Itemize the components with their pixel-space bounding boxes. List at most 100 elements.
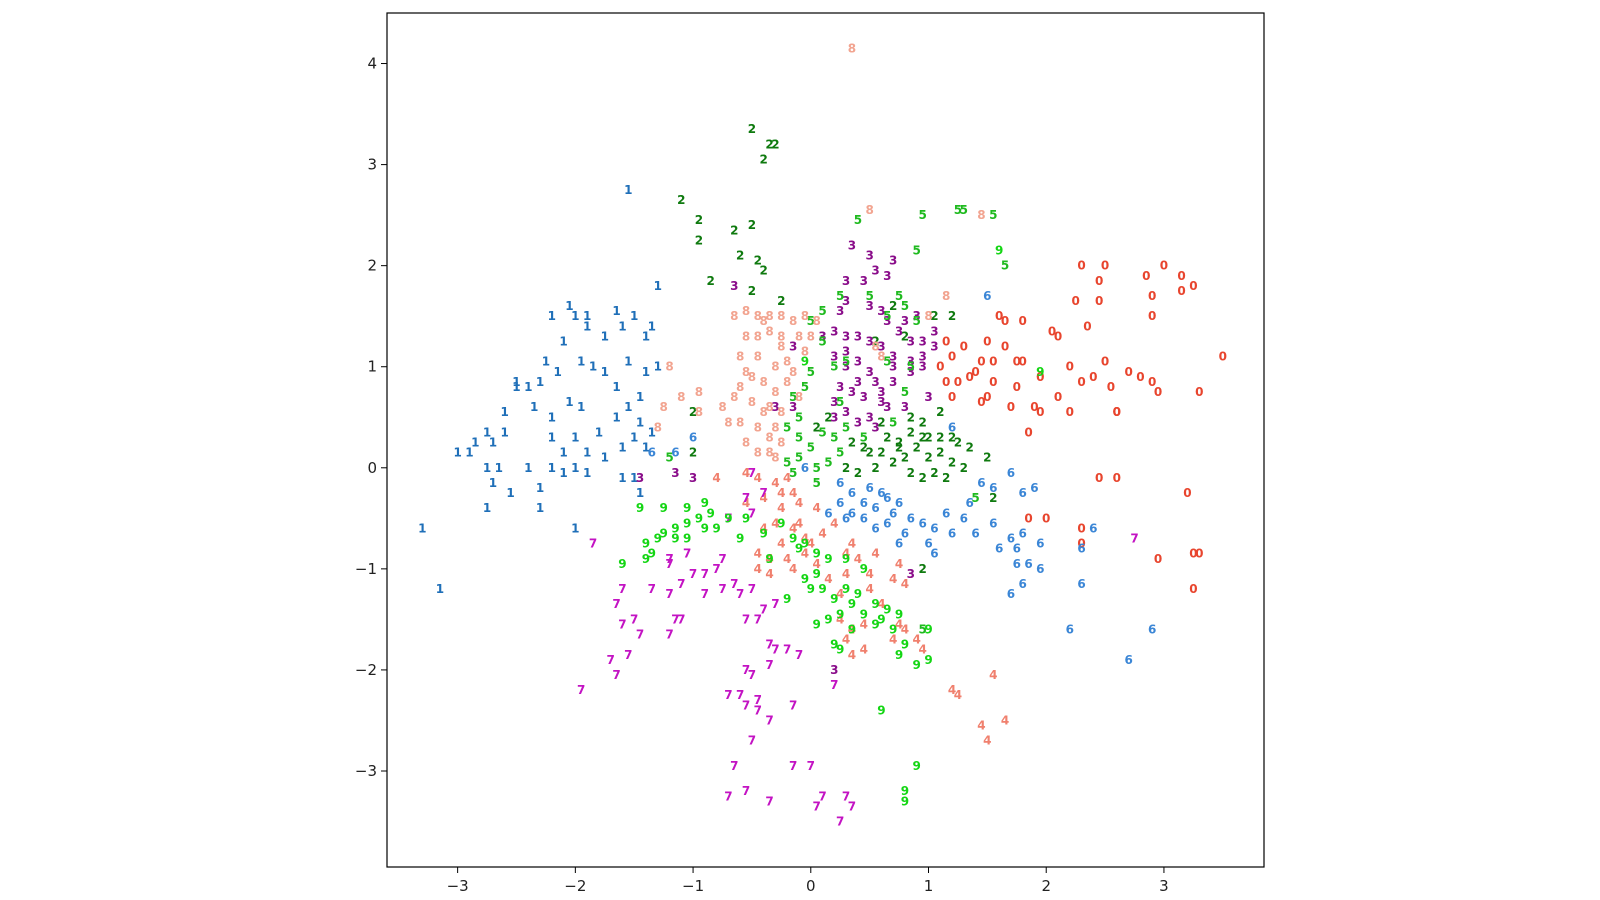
data-point-1: 1 xyxy=(565,395,573,409)
data-point-8: 8 xyxy=(777,405,785,419)
data-point-4: 4 xyxy=(771,516,779,530)
data-point-7: 7 xyxy=(842,789,850,803)
data-point-2: 2 xyxy=(677,193,685,207)
data-point-4: 4 xyxy=(895,557,903,571)
data-point-0: 0 xyxy=(977,355,985,369)
data-point-5: 5 xyxy=(812,461,820,475)
data-point-8: 8 xyxy=(730,309,738,323)
data-point-2: 2 xyxy=(930,466,938,480)
data-point-9: 9 xyxy=(895,607,903,621)
data-point-7: 7 xyxy=(671,612,679,626)
data-point-6: 6 xyxy=(918,516,926,530)
data-point-1: 1 xyxy=(654,360,662,374)
data-point-1: 1 xyxy=(571,461,579,475)
data-point-9: 9 xyxy=(807,582,815,596)
data-point-0: 0 xyxy=(1089,370,1097,384)
data-point-4: 4 xyxy=(848,648,856,662)
data-point-6: 6 xyxy=(995,542,1003,556)
data-point-7: 7 xyxy=(765,713,773,727)
data-point-1: 1 xyxy=(548,430,556,444)
x-tick-label: −3 xyxy=(447,877,469,895)
data-point-9: 9 xyxy=(742,511,750,525)
data-point-9: 9 xyxy=(801,355,809,369)
data-point-9: 9 xyxy=(848,597,856,611)
data-point-0: 0 xyxy=(1189,279,1197,293)
data-point-1: 1 xyxy=(595,425,603,439)
data-point-1: 1 xyxy=(577,355,585,369)
data-point-0: 0 xyxy=(1077,537,1085,551)
data-point-2: 2 xyxy=(960,461,968,475)
data-point-2: 2 xyxy=(901,329,909,343)
y-tick-label: 1 xyxy=(367,358,377,376)
data-point-6: 6 xyxy=(877,486,885,500)
data-point-7: 7 xyxy=(742,612,750,626)
data-point-0: 0 xyxy=(1054,329,1062,343)
data-point-3: 3 xyxy=(871,375,879,389)
data-point-9: 9 xyxy=(783,592,791,606)
data-point-3: 3 xyxy=(830,324,838,338)
data-point-9: 9 xyxy=(860,562,868,576)
data-point-5: 5 xyxy=(918,622,926,636)
data-point-0: 0 xyxy=(1007,400,1015,414)
data-point-2: 2 xyxy=(730,223,738,237)
data-point-1: 1 xyxy=(612,410,620,424)
data-point-3: 3 xyxy=(842,345,850,359)
data-point-9: 9 xyxy=(636,501,644,515)
data-point-3: 3 xyxy=(836,304,844,318)
data-point-8: 8 xyxy=(736,415,744,429)
data-point-1: 1 xyxy=(536,501,544,515)
data-point-1: 1 xyxy=(548,410,556,424)
data-point-9: 9 xyxy=(871,617,879,631)
data-point-2: 2 xyxy=(695,233,703,247)
data-point-0: 0 xyxy=(1101,355,1109,369)
data-point-5: 5 xyxy=(783,420,791,434)
data-point-4: 4 xyxy=(889,572,897,586)
data-point-4: 4 xyxy=(824,572,832,586)
data-point-7: 7 xyxy=(742,784,750,798)
data-point-1: 1 xyxy=(548,461,556,475)
data-point-3: 3 xyxy=(877,340,885,354)
data-point-5: 5 xyxy=(889,415,897,429)
data-point-6: 6 xyxy=(1018,486,1026,500)
data-point-0: 0 xyxy=(1101,259,1109,273)
data-point-3: 3 xyxy=(818,329,826,343)
data-point-2: 2 xyxy=(889,456,897,470)
data-point-6: 6 xyxy=(648,446,656,460)
data-point-8: 8 xyxy=(777,340,785,354)
data-point-3: 3 xyxy=(848,238,856,252)
data-point-9: 9 xyxy=(671,532,679,546)
data-point-6: 6 xyxy=(895,537,903,551)
data-point-8: 8 xyxy=(795,329,803,343)
data-point-1: 1 xyxy=(601,365,609,379)
data-point-2: 2 xyxy=(748,218,756,232)
data-point-8: 8 xyxy=(777,436,785,450)
data-point-6: 6 xyxy=(883,516,891,530)
data-point-7: 7 xyxy=(760,486,768,500)
data-point-0: 0 xyxy=(1066,405,1074,419)
data-point-4: 4 xyxy=(795,496,803,510)
data-point-4: 4 xyxy=(795,516,803,530)
data-point-4: 4 xyxy=(777,501,785,515)
data-point-0: 0 xyxy=(1083,319,1091,333)
data-point-0: 0 xyxy=(1189,547,1197,561)
data-point-3: 3 xyxy=(871,264,879,278)
data-point-6: 6 xyxy=(942,506,950,520)
data-point-0: 0 xyxy=(1036,370,1044,384)
data-point-8: 8 xyxy=(789,314,797,328)
data-point-6: 6 xyxy=(901,526,909,540)
data-point-0: 0 xyxy=(1036,405,1044,419)
data-point-8: 8 xyxy=(695,405,703,419)
data-point-3: 3 xyxy=(901,314,909,328)
data-point-2: 2 xyxy=(760,153,768,167)
data-point-7: 7 xyxy=(742,663,750,677)
data-point-3: 3 xyxy=(860,274,868,288)
data-point-4: 4 xyxy=(848,537,856,551)
data-point-3: 3 xyxy=(895,324,903,338)
data-point-2: 2 xyxy=(989,491,997,505)
data-point-2: 2 xyxy=(695,213,703,227)
data-point-1: 1 xyxy=(630,309,638,323)
data-point-5: 5 xyxy=(789,390,797,404)
data-point-8: 8 xyxy=(924,309,932,323)
